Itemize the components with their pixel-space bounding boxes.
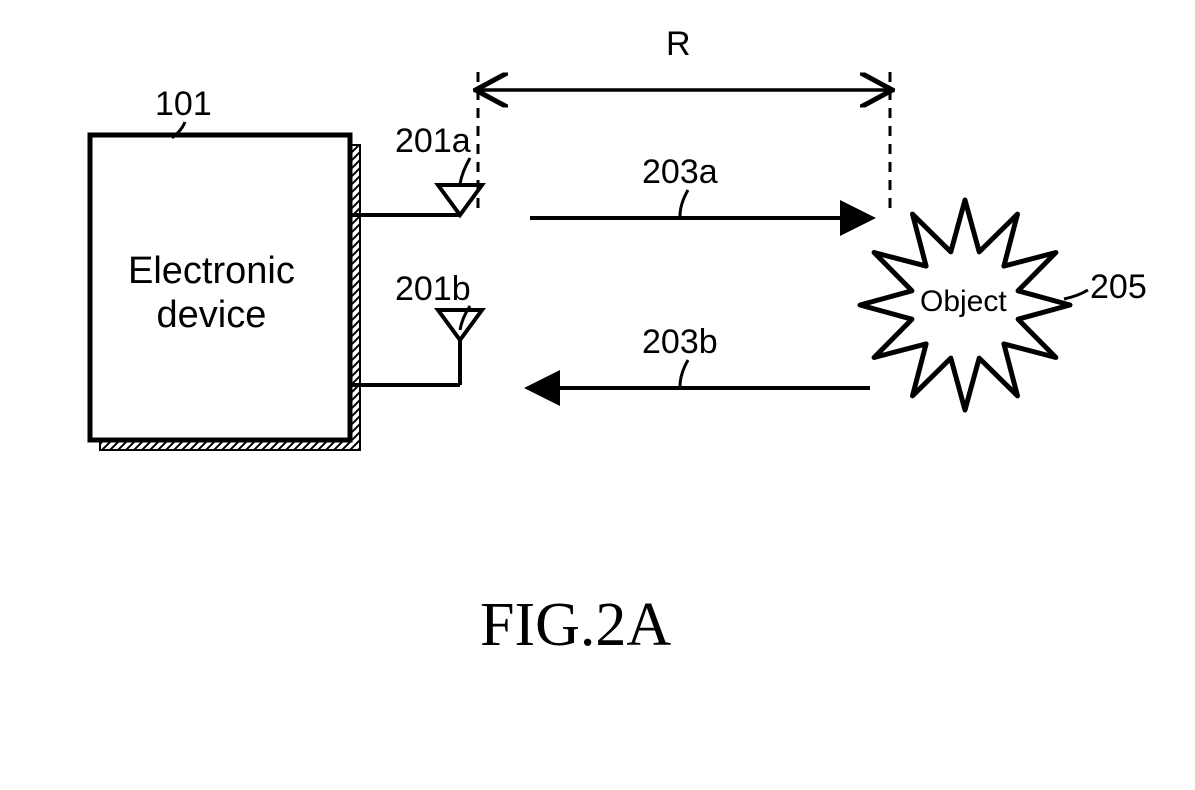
label-antenna-top: 201a [395, 122, 471, 161]
label-antenna-bottom: 201b [395, 270, 471, 309]
leader-203a [680, 190, 688, 216]
label-distance-R: R [666, 25, 691, 64]
object-text: Object [920, 285, 1007, 319]
antenna-icon [438, 185, 482, 215]
device-text-line2: device [157, 294, 267, 336]
figure-canvas: 101 Electronic device 201a 201b 203a 203… [0, 0, 1195, 790]
label-signal-tx: 203a [642, 153, 718, 192]
label-signal-rx: 203b [642, 323, 718, 362]
device-text: Electronic device [128, 250, 295, 337]
figure-caption: FIG.2A [480, 590, 671, 661]
label-object-num: 205 [1090, 268, 1147, 307]
leader-205 [1064, 290, 1088, 299]
label-device-num: 101 [155, 85, 212, 124]
leader-201a [460, 158, 470, 184]
leader-203b [680, 360, 688, 386]
device-text-line1: Electronic [128, 250, 295, 292]
